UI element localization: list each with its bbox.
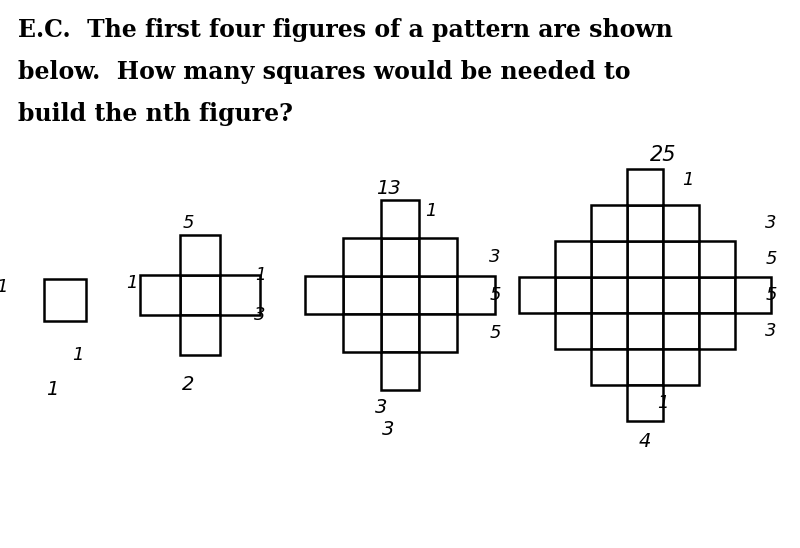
Bar xyxy=(591,205,627,241)
Text: 3: 3 xyxy=(766,322,777,340)
Bar xyxy=(591,313,627,349)
Text: 1: 1 xyxy=(0,278,8,296)
Text: 3: 3 xyxy=(382,420,394,439)
Text: 5: 5 xyxy=(490,324,501,342)
Bar xyxy=(627,349,663,385)
Bar xyxy=(699,241,735,277)
Bar xyxy=(627,313,663,349)
Bar xyxy=(591,349,627,385)
Text: 3: 3 xyxy=(375,398,387,416)
Bar xyxy=(180,235,220,275)
Text: 4: 4 xyxy=(639,432,651,451)
Bar xyxy=(519,277,555,313)
Text: 5: 5 xyxy=(490,286,501,304)
Bar xyxy=(555,241,591,277)
Bar xyxy=(627,169,663,205)
Text: 1: 1 xyxy=(682,171,694,189)
Bar xyxy=(44,279,86,321)
Bar xyxy=(343,276,381,314)
Text: 13: 13 xyxy=(376,179,401,198)
Bar xyxy=(555,313,591,349)
Bar xyxy=(627,205,663,241)
Bar xyxy=(699,313,735,349)
Text: 3: 3 xyxy=(766,214,777,232)
Text: 1: 1 xyxy=(126,274,138,292)
Bar xyxy=(220,275,260,315)
Text: E.C.  The first four figures of a pattern are shown: E.C. The first four figures of a pattern… xyxy=(18,18,673,42)
Bar xyxy=(180,315,220,355)
Text: 5: 5 xyxy=(766,286,777,304)
Bar xyxy=(591,241,627,277)
Bar xyxy=(381,276,419,314)
Text: below.  How many squares would be needed to: below. How many squares would be needed … xyxy=(18,60,630,84)
Bar xyxy=(663,313,699,349)
Text: 1: 1 xyxy=(72,346,83,364)
Bar xyxy=(663,241,699,277)
Text: 5: 5 xyxy=(182,214,194,232)
Text: 1: 1 xyxy=(254,266,266,284)
Bar xyxy=(381,314,419,352)
Bar xyxy=(699,277,735,313)
Bar xyxy=(735,277,771,313)
Bar xyxy=(140,275,180,315)
Text: 5: 5 xyxy=(766,250,777,268)
Bar xyxy=(381,352,419,390)
Bar xyxy=(555,277,591,313)
Bar xyxy=(591,277,627,313)
Text: build the nth figure?: build the nth figure? xyxy=(18,102,293,126)
Text: 1: 1 xyxy=(658,394,669,412)
Text: 2: 2 xyxy=(182,375,194,394)
Text: 1: 1 xyxy=(425,202,436,220)
Bar xyxy=(381,200,419,238)
Bar xyxy=(180,275,220,315)
Text: 1: 1 xyxy=(46,380,58,399)
Bar xyxy=(627,241,663,277)
Text: 3: 3 xyxy=(490,248,501,266)
Bar xyxy=(419,314,457,352)
Bar xyxy=(457,276,495,314)
Bar xyxy=(627,385,663,421)
Bar xyxy=(343,238,381,276)
Bar xyxy=(663,205,699,241)
Bar xyxy=(663,349,699,385)
Bar xyxy=(343,314,381,352)
Text: 3: 3 xyxy=(254,306,266,324)
Bar xyxy=(419,238,457,276)
Text: 25: 25 xyxy=(650,145,676,164)
Bar xyxy=(419,276,457,314)
Bar xyxy=(627,277,663,313)
Bar xyxy=(663,277,699,313)
Bar xyxy=(305,276,343,314)
Bar xyxy=(381,238,419,276)
